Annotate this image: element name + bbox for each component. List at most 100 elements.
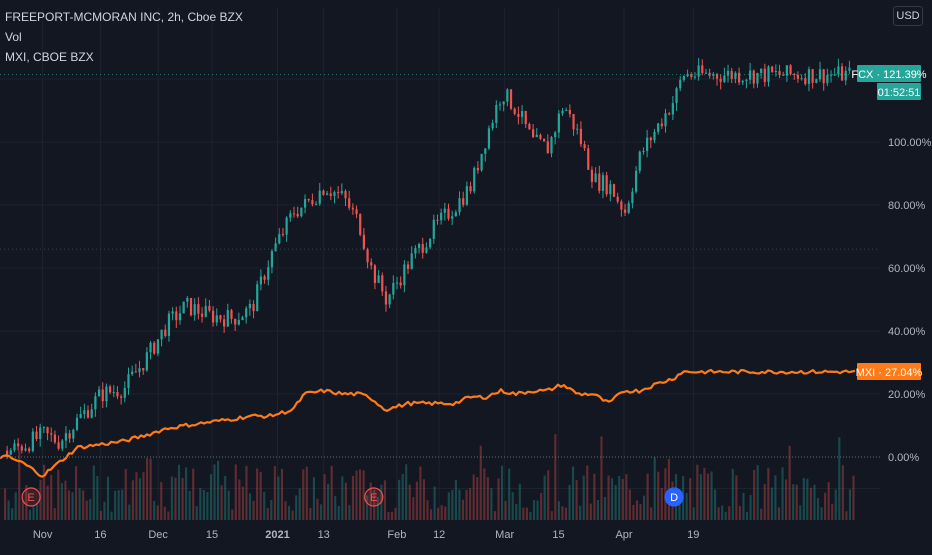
- fcx-candle-body: [304, 199, 306, 208]
- fcx-candle-body: [558, 114, 560, 133]
- x-tick-label: 12: [433, 529, 445, 541]
- fcx-candle-body: [286, 218, 288, 235]
- fcx-candle-body: [76, 418, 78, 430]
- volume-bar: [224, 476, 226, 520]
- compare-label[interactable]: MXI, CBOE BZX: [5, 47, 243, 67]
- fcx-candle-body: [168, 314, 170, 336]
- fcx-candle-body: [473, 168, 475, 191]
- volume-bar: [593, 474, 595, 520]
- fcx-candle-body: [315, 204, 317, 205]
- fcx-candle-body: [300, 208, 302, 217]
- x-tick-label: 15: [552, 529, 564, 541]
- fcx-candle-body: [668, 113, 670, 114]
- fcx-candle-body: [469, 186, 471, 191]
- fcx-candle-body: [326, 193, 328, 194]
- fcx-candle-body: [160, 330, 162, 340]
- fcx-candle-body: [278, 234, 280, 243]
- y-tick-label: 20.00%: [888, 389, 926, 401]
- fcx-candle-body: [642, 151, 644, 152]
- volume-bar: [277, 476, 279, 520]
- fcx-candle-body: [179, 313, 181, 320]
- volume-bar: [79, 488, 81, 520]
- volume-bar: [533, 500, 535, 520]
- volume-bar: [725, 512, 727, 520]
- fcx-candle-body: [39, 427, 41, 438]
- fcx-candle-body: [624, 210, 626, 213]
- volume-bar: [107, 477, 109, 520]
- fcx-badge-text: FCX · 121.39%: [851, 69, 926, 81]
- fcx-candle-body: [344, 191, 346, 198]
- volume-bar: [721, 506, 723, 520]
- volume-bar: [409, 485, 411, 520]
- volume-bar: [199, 488, 201, 520]
- fcx-candle-body: [359, 214, 361, 235]
- fcx-candle-body: [429, 239, 431, 247]
- fcx-candle-body: [587, 148, 589, 170]
- fcx-candle-body: [841, 66, 843, 80]
- volume-bar: [284, 501, 286, 520]
- volume-bar: [654, 458, 656, 520]
- fcx-candle-body: [543, 139, 545, 142]
- volume-bar: [32, 506, 34, 520]
- fcx-candle-body: [61, 441, 63, 449]
- chart-legend: FREEPORT-MCMORAN INC, 2h, Cboe BZX Vol M…: [5, 7, 243, 67]
- fcx-candle-body: [631, 192, 633, 203]
- fcx-candle-body: [418, 244, 420, 248]
- volume-bar: [707, 474, 709, 520]
- fcx-candle-body: [363, 235, 365, 250]
- volume-bar: [150, 459, 152, 520]
- volume-bar: [302, 469, 304, 520]
- volume-bar: [799, 505, 801, 520]
- volume-bar: [568, 485, 570, 520]
- volume-bar: [476, 477, 478, 520]
- volume-bar: [696, 465, 698, 520]
- volume-bar: [75, 466, 77, 520]
- volume-bar: [341, 476, 343, 520]
- fcx-candle-body: [447, 209, 449, 219]
- volume-bar: [135, 472, 137, 520]
- volume-bar: [540, 493, 542, 520]
- fcx-candle-body: [366, 249, 368, 262]
- volume-bar: [157, 505, 159, 520]
- fcx-candle-body: [35, 432, 37, 439]
- fcx-candle-body: [488, 128, 490, 148]
- volume-bar: [132, 480, 134, 520]
- volume-bar: [735, 475, 737, 520]
- volume-bar: [327, 484, 329, 520]
- fcx-candle-body: [263, 277, 265, 280]
- fcx-candle-body: [341, 191, 343, 193]
- volume-bar: [551, 511, 553, 520]
- volume-bar: [842, 465, 844, 520]
- volume-bar: [647, 474, 649, 520]
- fcx-candle-body: [764, 69, 766, 82]
- mxi-last-badge: MXI · 27.04%: [856, 363, 923, 380]
- fcx-candle-body: [620, 202, 622, 210]
- volume-bar: [210, 474, 212, 520]
- fcx-candle-body: [212, 311, 214, 323]
- symbol-title[interactable]: FREEPORT-MCMORAN INC, 2h, Cboe BZX: [5, 7, 243, 27]
- volume-bar: [526, 508, 528, 520]
- volume-bar: [821, 507, 823, 520]
- fcx-candle-body: [514, 109, 516, 114]
- fcx-candle-body: [539, 135, 541, 139]
- fcx-candle-body: [723, 76, 725, 82]
- volume-label[interactable]: Vol: [5, 27, 243, 47]
- volume-bar: [718, 507, 720, 520]
- fcx-candle-body: [422, 244, 424, 253]
- fcx-candle-body: [194, 304, 196, 315]
- volume-bar: [355, 471, 357, 520]
- fcx-candle-body: [43, 427, 45, 428]
- volume-bar: [249, 493, 251, 520]
- fcx-candle-body: [153, 343, 155, 354]
- volume-bar: [89, 499, 91, 520]
- fcx-candle-body: [17, 443, 19, 446]
- volume-bar: [320, 504, 322, 520]
- fcx-candle-body: [510, 89, 512, 108]
- volume-bar: [118, 490, 120, 520]
- fcx-candle-body: [480, 154, 482, 170]
- volume-bar: [529, 512, 531, 520]
- fcx-candle-body: [569, 110, 571, 114]
- volume-bar: [228, 491, 230, 520]
- currency-button[interactable]: USD: [893, 6, 923, 26]
